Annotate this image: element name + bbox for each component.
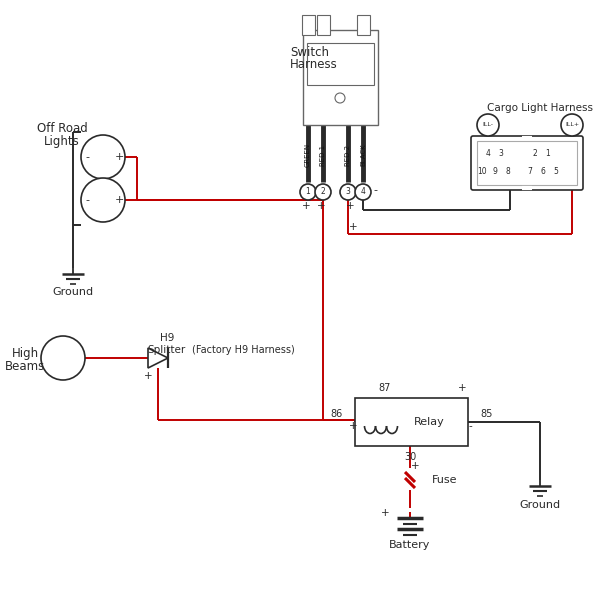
FancyBboxPatch shape [471,136,583,190]
Text: +: + [114,195,124,205]
Text: GREEN: GREEN [305,143,311,167]
Text: -: - [85,152,89,162]
Text: 8: 8 [506,167,510,176]
Text: 7: 7 [528,167,532,176]
Text: +: + [346,201,354,211]
Text: Ground: Ground [53,287,94,297]
Text: 3: 3 [346,187,351,196]
Text: Cargo Light Harness: Cargo Light Harness [487,103,593,113]
Text: 2: 2 [532,150,537,159]
Text: Battery: Battery [389,540,431,550]
Text: Relay: Relay [414,417,444,427]
Text: 4: 4 [485,150,490,159]
Text: BLACK: BLACK [360,144,366,167]
Text: H9: H9 [160,333,174,343]
Text: 2: 2 [321,187,326,196]
Text: +: + [381,508,390,518]
Circle shape [355,184,371,200]
Circle shape [335,93,345,103]
Text: -: - [85,195,89,205]
Text: 1: 1 [546,150,550,159]
Circle shape [81,178,125,222]
Text: Beams: Beams [5,359,45,373]
Text: +: + [458,383,466,393]
Text: Fuse: Fuse [432,475,458,485]
Text: Lights: Lights [44,135,80,147]
Circle shape [315,184,331,200]
Text: +: + [302,201,310,211]
Text: +: + [349,222,357,232]
Text: Switch: Switch [290,46,329,59]
Polygon shape [148,348,168,368]
Text: 6: 6 [540,167,545,176]
Text: -: - [373,185,377,195]
Bar [302,15,315,35]
Text: 5: 5 [554,167,558,176]
Text: ILL-: ILL- [482,123,493,128]
Bar [477,141,577,185]
Circle shape [81,135,125,179]
Text: Harness: Harness [290,59,338,71]
Text: +: + [144,371,152,381]
Text: +: + [411,461,419,471]
Text: 4: 4 [360,187,365,196]
Text: 30: 30 [404,452,416,462]
Bar [357,15,370,35]
Text: 10: 10 [477,167,487,176]
Circle shape [41,336,85,380]
Text: -: - [468,421,472,431]
Text: RED 2: RED 2 [345,144,351,165]
Circle shape [340,184,356,200]
Text: ILL+: ILL+ [565,123,579,128]
Text: +: + [349,421,357,431]
Text: +: + [316,201,326,211]
Text: Splitter: Splitter [148,345,186,355]
Bar [317,15,330,35]
Text: 85: 85 [480,409,493,419]
Circle shape [477,114,499,136]
Text: RED 1: RED 1 [320,144,326,165]
Text: 9: 9 [493,167,498,176]
Circle shape [561,114,583,136]
Text: High: High [12,346,39,359]
Bar [303,30,378,125]
Text: 3: 3 [499,150,504,159]
Bar [355,398,468,446]
Text: 1: 1 [305,187,310,196]
Text: 86: 86 [330,409,343,419]
Text: +: + [114,152,124,162]
Text: Off Road: Off Road [37,122,88,135]
Text: Ground: Ground [520,500,561,510]
Bar [307,43,374,85]
Text: (Factory H9 Harness): (Factory H9 Harness) [192,345,294,355]
Text: 87: 87 [379,383,391,393]
Circle shape [300,184,316,200]
